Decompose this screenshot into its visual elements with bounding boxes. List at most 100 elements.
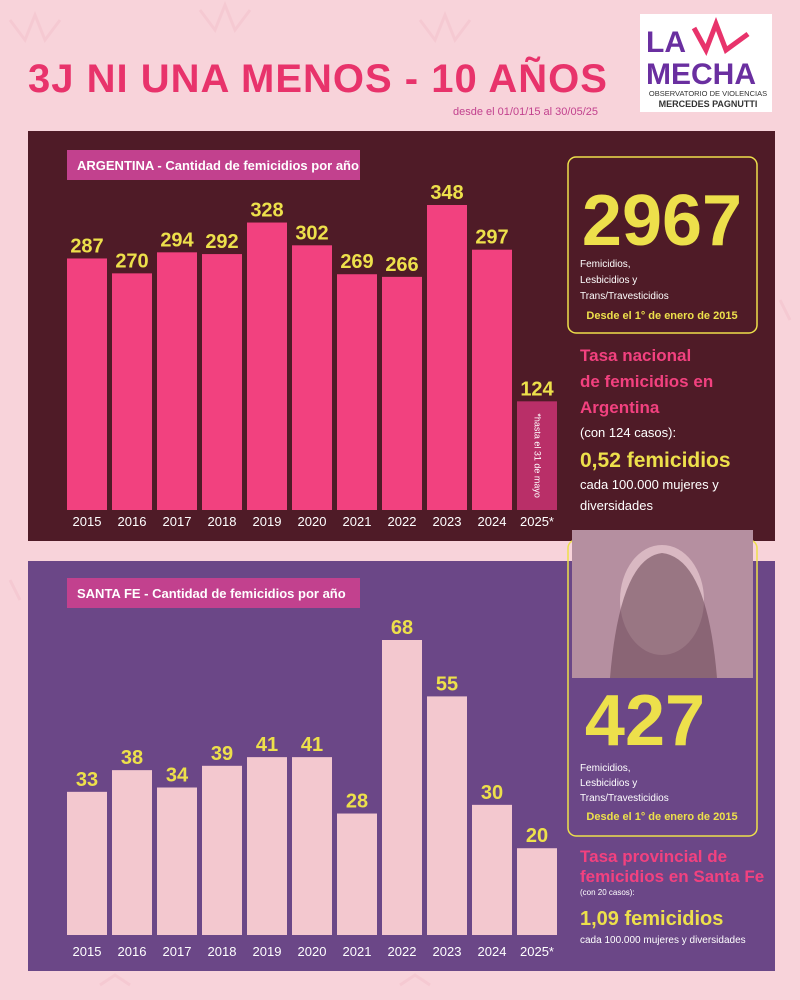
value-label: 270 — [115, 250, 148, 272]
value-label: 41 — [256, 734, 278, 756]
value-label: 33 — [76, 769, 98, 791]
value-label: 124 — [520, 378, 554, 400]
bar — [427, 696, 467, 935]
photo — [572, 530, 753, 678]
value-label: 28 — [346, 791, 368, 813]
x-tick-label: 2025* — [520, 514, 554, 529]
x-tick-label: 2018 — [208, 944, 237, 959]
value-label: 269 — [340, 251, 373, 273]
bar — [427, 205, 467, 510]
chart-label-box — [67, 150, 360, 180]
bar — [157, 252, 197, 511]
x-tick-label: 2020 — [298, 944, 327, 959]
x-tick-label: 2022 — [388, 944, 417, 959]
bar — [517, 848, 557, 935]
rate: 1,09 femicidios — [580, 908, 723, 930]
rate-title: Tasa nacional — [580, 346, 691, 365]
bar — [202, 254, 242, 510]
value-label: 294 — [160, 229, 194, 251]
value-label: 68 — [391, 617, 413, 639]
x-tick-label: 2019 — [253, 514, 282, 529]
value-label: 292 — [205, 231, 238, 253]
x-tick-label: 2016 — [118, 514, 147, 529]
x-tick-label: 2016 — [118, 944, 147, 959]
x-tick-label: 2015 — [73, 514, 102, 529]
logo-mark — [691, 17, 750, 56]
logo-box — [640, 14, 772, 112]
rate-note: (con 124 casos): — [580, 425, 676, 440]
rate-desc: diversidades — [580, 498, 653, 513]
stat-line: Trans/Travesticidios — [580, 291, 669, 302]
logo-text: LA — [646, 26, 686, 59]
value-label: 287 — [70, 235, 103, 257]
value-label: 302 — [295, 222, 328, 244]
rate-title: Tasa provincial de — [580, 847, 727, 866]
x-tick-label: 2023 — [433, 944, 462, 959]
stat-since: Desde el 1° de enero de 2015 — [586, 811, 737, 823]
rate-title: Argentina — [580, 398, 660, 417]
x-tick-label: 2021 — [343, 944, 372, 959]
stat-total: 427 — [585, 681, 705, 761]
logo-text: OBSERVATORIO DE VIOLENCIAS — [649, 89, 767, 98]
stat-line: Lesbicidios y — [580, 275, 637, 286]
chart-title: ARGENTINA - Cantidad de femicidios por a… — [77, 158, 359, 173]
x-tick-label: 2018 — [208, 514, 237, 529]
x-tick-label: 2015 — [73, 944, 102, 959]
bar — [247, 757, 287, 935]
x-tick-label: 2019 — [253, 944, 282, 959]
bar — [112, 770, 152, 935]
bar — [517, 401, 557, 510]
x-tick-label: 2024 — [478, 514, 507, 529]
x-tick-label: 2017 — [163, 514, 192, 529]
bar — [292, 245, 332, 510]
stat-line: Trans/Travesticidios — [580, 793, 669, 804]
value-label: 39 — [211, 743, 233, 765]
x-tick-label: 2025* — [520, 944, 554, 959]
bar — [337, 274, 377, 510]
stat-box — [567, 156, 758, 334]
x-tick-label: 2023 — [433, 514, 462, 529]
x-tick-label: 2017 — [163, 944, 192, 959]
bar — [382, 640, 422, 935]
value-label: 41 — [301, 734, 323, 756]
bar — [202, 765, 242, 935]
value-label: 55 — [436, 673, 458, 695]
stat-line: Lesbicidios y — [580, 778, 637, 789]
bar — [67, 258, 107, 510]
bar — [472, 804, 512, 935]
x-tick-label: 2022 — [388, 514, 417, 529]
value-label: 348 — [430, 182, 463, 204]
value-label: 297 — [475, 227, 508, 249]
logo-text: MECHA — [646, 58, 756, 91]
bar — [157, 787, 197, 935]
value-label: 328 — [250, 200, 283, 222]
annotation: *hasta el 31 de mayo — [533, 413, 543, 498]
stat-total: 2967 — [582, 181, 742, 261]
bar — [292, 757, 332, 935]
bar — [67, 791, 107, 935]
rate-note: (con 20 casos): — [580, 888, 635, 897]
value-label: 34 — [166, 765, 189, 787]
value-label: 30 — [481, 782, 503, 804]
bar — [247, 222, 287, 510]
stat-line: Femicidios, — [580, 259, 631, 270]
logo-text: MERCEDES PAGNUTTI — [659, 99, 758, 109]
title: 3J NI UNA MENOS - 10 AÑOS — [28, 55, 608, 101]
x-tick-label: 2024 — [478, 944, 507, 959]
bar — [382, 276, 422, 510]
rate-title: de femicidios en — [580, 372, 713, 391]
rate-desc: cada 100.000 mujeres y — [580, 477, 719, 492]
value-label: 38 — [121, 747, 143, 769]
subtitle: desde el 01/01/15 al 30/05/25 — [453, 106, 598, 118]
chart-title: SANTA FE - Cantidad de femicidios por añ… — [77, 586, 346, 601]
bar — [472, 249, 512, 510]
x-tick-label: 2021 — [343, 514, 372, 529]
rate-desc: cada 100.000 mujeres y diversidades — [580, 935, 746, 946]
chart-label-box — [67, 578, 360, 608]
bar — [337, 813, 377, 935]
pattern — [8, 0, 792, 987]
rate-title: femicidios en Santa Fe — [580, 867, 764, 886]
bar — [112, 273, 152, 510]
value-label: 266 — [385, 254, 418, 276]
